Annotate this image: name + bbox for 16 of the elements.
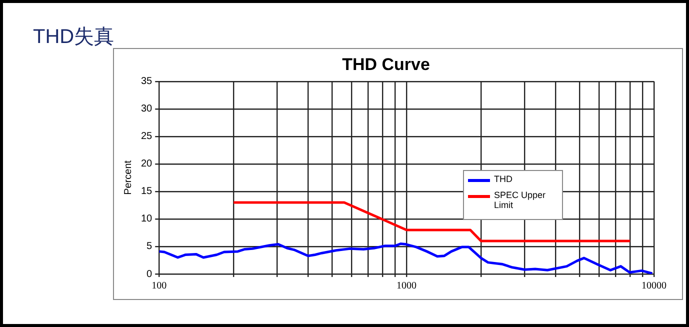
- y-tick-label: 25: [141, 131, 153, 142]
- chart-title: THD失真: [33, 25, 114, 50]
- y-tick-label: 15: [141, 186, 153, 198]
- y-tick-label: 20: [141, 158, 153, 170]
- y-tick-label: 30: [141, 104, 153, 115]
- y-axis-title: Percent: [122, 160, 134, 195]
- y-tick-label: 35: [141, 76, 153, 88]
- chart-subtitle: THD Curve: [342, 54, 430, 74]
- legend-label: THD: [494, 174, 512, 184]
- x-tick-label: 1000: [396, 280, 417, 292]
- y-tick-label: 5: [146, 241, 153, 252]
- x-tick-label: 10000: [642, 280, 666, 292]
- x-tick-label: 100: [152, 280, 167, 292]
- y-tick-label: 10: [141, 214, 153, 225]
- y-tick-label: 0: [146, 268, 153, 280]
- legend-label: SPEC Upper Limit: [494, 190, 547, 210]
